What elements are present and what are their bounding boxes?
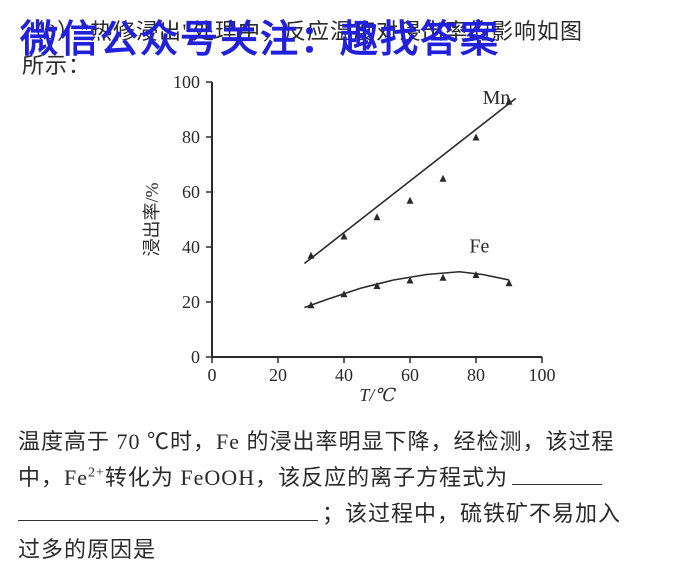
answer-blank-1b xyxy=(18,501,318,521)
svg-text:20: 20 xyxy=(182,292,200,312)
explanation-line-2: 中，Fe2+转化为 FeOOH，该反应的离子方程式为 xyxy=(18,460,602,492)
explanation-line-1: 温度高于 70 ℃时，Fe 的浸出率明显下降，经检测，该过程 xyxy=(18,424,615,456)
explain4-text: 过多的原因是 xyxy=(18,537,156,562)
explain2-prefix: 中，Fe xyxy=(18,465,88,490)
svg-text:Fe: Fe xyxy=(469,236,489,258)
svg-text:0: 0 xyxy=(208,365,217,385)
svg-text:T/℃: T/℃ xyxy=(359,385,396,405)
svg-text:100: 100 xyxy=(173,72,200,92)
fe-charge: 2+ xyxy=(88,466,105,481)
explanation-line-4: 过多的原因是 xyxy=(18,532,156,564)
svg-text:40: 40 xyxy=(182,237,200,257)
svg-text:100: 100 xyxy=(529,365,556,385)
explanation-line-3: ；该过程中，硫铁矿不易加入 xyxy=(18,496,621,528)
svg-text:40: 40 xyxy=(335,365,353,385)
leaching-rate-chart: 0 20 40 60 80 100 0 20 40 60 80 100 T/℃ 浸出率/% Mn Fe xyxy=(140,72,560,407)
svg-text:80: 80 xyxy=(182,127,200,147)
svg-text:20: 20 xyxy=(269,365,287,385)
svg-text:80: 80 xyxy=(467,365,485,385)
watermark-text: 微信公众号关注：趣找答案 xyxy=(20,8,500,63)
svg-text:60: 60 xyxy=(182,182,200,202)
explain3-suffix: ；该过程中，硫铁矿不易加入 xyxy=(322,501,621,526)
answer-blank-1a xyxy=(512,465,602,485)
svg-text:0: 0 xyxy=(191,347,200,367)
svg-text:Mn: Mn xyxy=(483,87,511,109)
svg-text:60: 60 xyxy=(401,365,419,385)
explain2-mid: 转化为 FeOOH，该反应的离子方程式为 xyxy=(105,465,508,490)
svg-text:浸出率/%: 浸出率/% xyxy=(142,182,162,256)
chart-svg: 0 20 40 60 80 100 0 20 40 60 80 100 T/℃ 浸出率/% Mn Fe xyxy=(140,72,560,407)
